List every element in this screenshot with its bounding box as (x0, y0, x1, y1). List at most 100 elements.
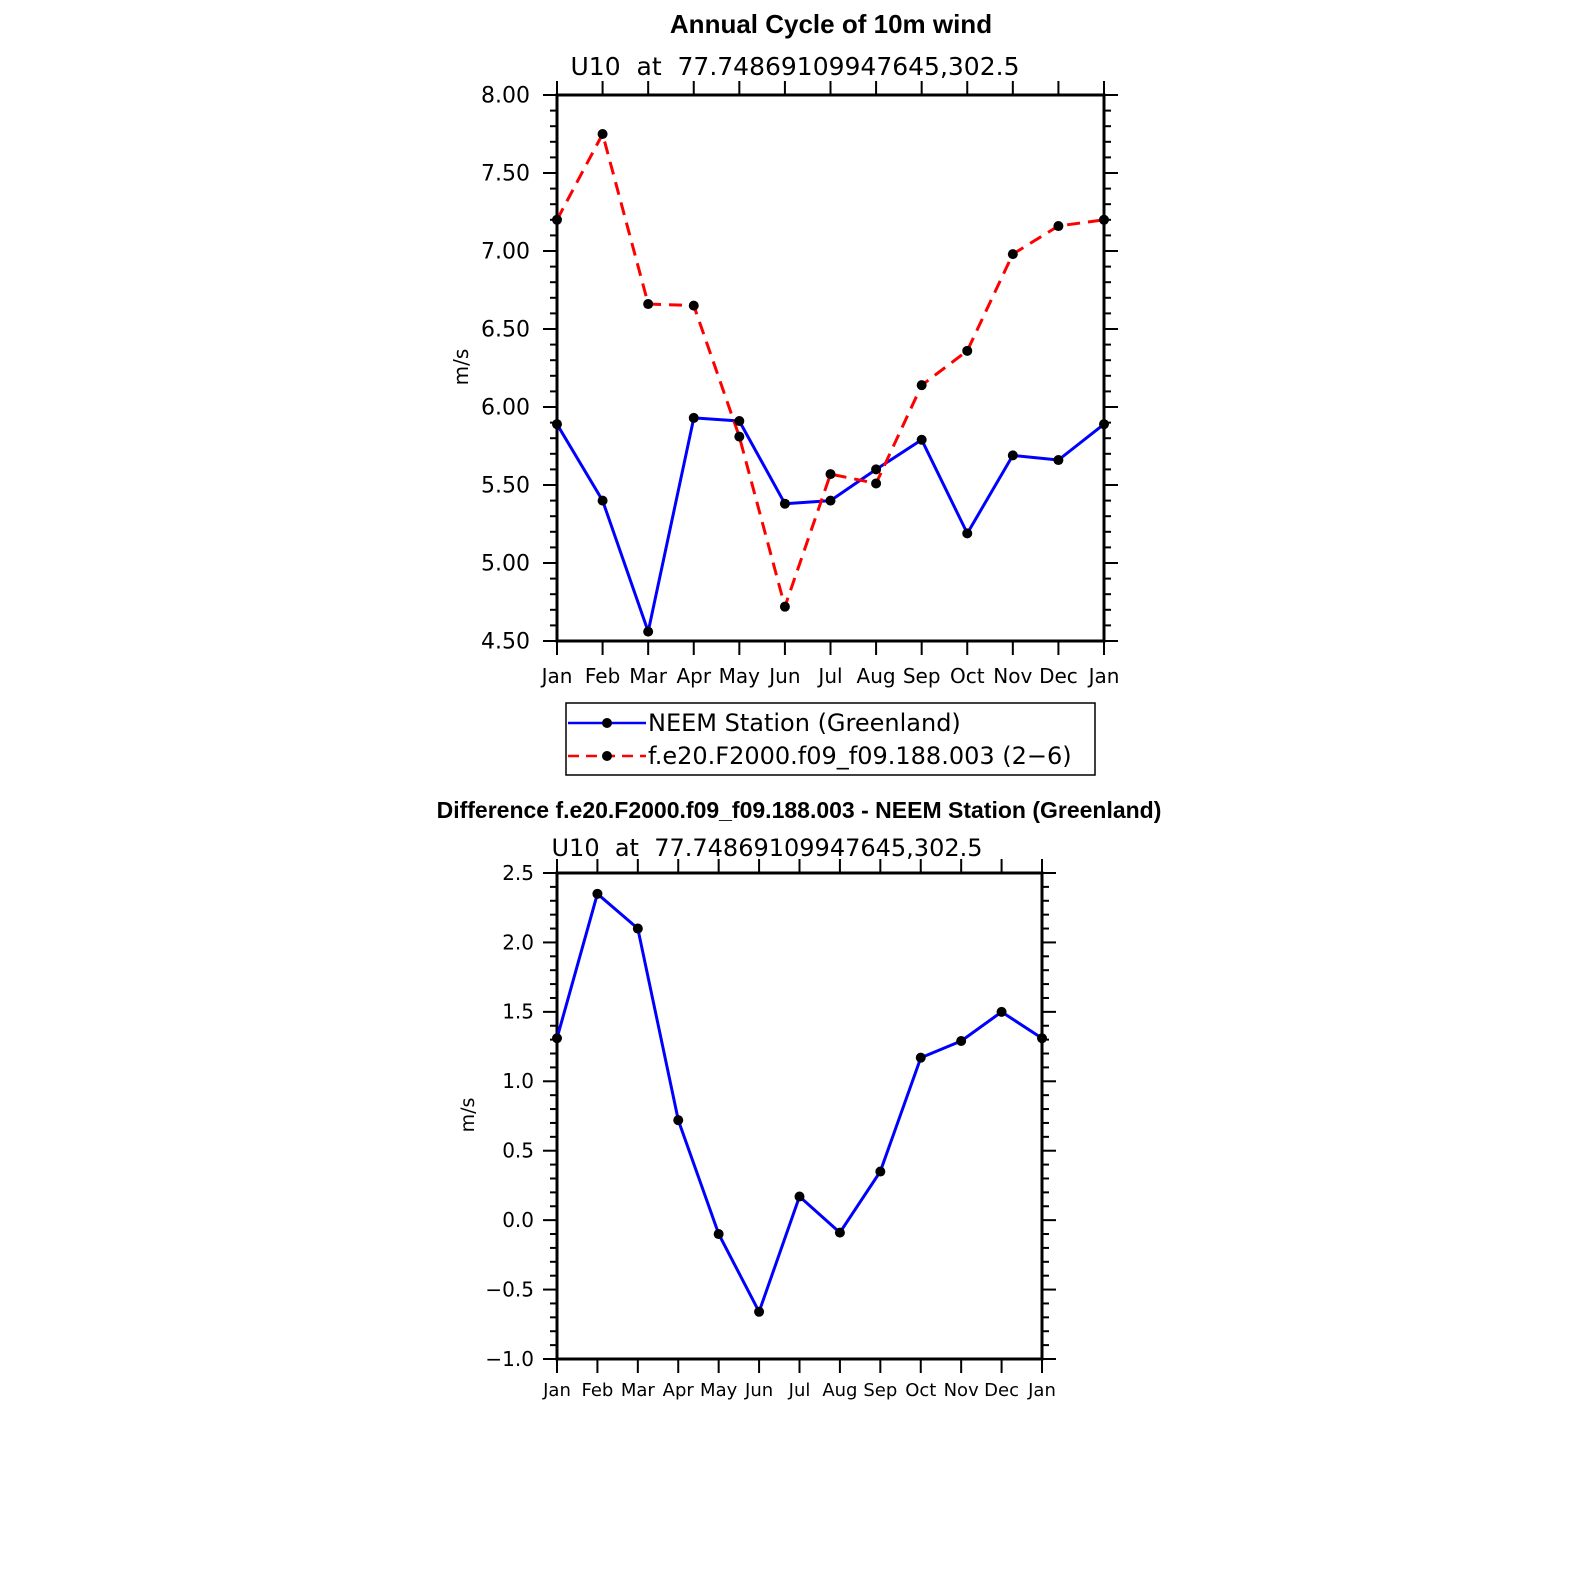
y-axis-label: m/s (457, 1098, 479, 1133)
y-axis-label: m/s (449, 349, 473, 386)
data-point (632, 923, 643, 934)
y-tick-label: 1.0 (502, 1069, 534, 1093)
data-point (1053, 221, 1064, 232)
marker-group (552, 888, 1047, 1317)
series-group (555, 132, 1105, 634)
y-tick-labels: 4.50 5.00 5.50 6.00 6.50 7.00 7.50 8.00 (481, 84, 530, 655)
x-tick-labels: Jan Feb Mar Apr May Jun Jul Aug Sep Oct Nov Dec Jan (542, 1380, 1056, 1401)
x-tick-label: Dec (984, 1380, 1019, 1401)
y-tick-label: 6.50 (481, 318, 530, 343)
data-point (754, 1306, 765, 1317)
series-line (555, 416, 1105, 634)
x-tick-label: May (700, 1380, 738, 1401)
x-tick-label: Feb (581, 1380, 613, 1401)
data-point (794, 1191, 805, 1202)
data-point (916, 434, 927, 445)
x-tick-label: Apr (663, 1380, 695, 1401)
legend-label-model: f.e20.F2000.f09_f09.188.003 (2−6) (648, 742, 1072, 770)
x-tick-label: Sep (863, 1380, 897, 1401)
series-line (555, 132, 1105, 609)
data-point (875, 1166, 886, 1177)
data-point (592, 888, 603, 899)
legend-marker-neem (602, 718, 612, 728)
data-point (597, 129, 608, 139)
data-point (713, 1229, 724, 1240)
data-point (962, 345, 973, 356)
x-tick-label: Feb (585, 664, 620, 688)
x-tick-label: Jun (744, 1380, 773, 1401)
plot-frame (555, 93, 1106, 643)
data-point (1007, 249, 1018, 260)
chart-subtitle: U10 at 77.74869109947645,302.5 (551, 834, 982, 862)
data-point (688, 300, 699, 311)
chart-subtitle: U10 at 77.74869109947645,302.5 (571, 52, 1020, 81)
y-tick-labels: −1.0 −0.5 0.0 0.5 1.0 1.5 2.0 2.5 (485, 861, 534, 1371)
data-point (673, 1115, 684, 1126)
x-tick-label: Nov (993, 664, 1032, 688)
data-point (779, 601, 790, 612)
annual-cycle-chart: Annual Cycle of 10m wind U10 at 77.74869… (449, 9, 1119, 688)
x-tick-label: Nov (944, 1380, 979, 1401)
x-tick-label: Jul (788, 1380, 811, 1401)
y-tick-label: 5.50 (481, 474, 530, 499)
x-tick-label: Oct (950, 664, 985, 688)
series-line (555, 892, 1043, 1314)
marker-group (552, 129, 1109, 637)
data-point (1053, 455, 1064, 466)
x-tick-label: Aug (857, 664, 896, 688)
x-tick-label: Apr (676, 664, 711, 688)
data-point (1099, 419, 1109, 430)
x-tick-label: Jun (767, 664, 800, 688)
data-point (779, 498, 790, 509)
data-point (825, 469, 836, 480)
data-point (688, 412, 699, 423)
chart-title: Annual Cycle of 10m wind (670, 9, 992, 39)
x-tick-label: Jul (816, 664, 842, 688)
chart-title: Difference f.e20.F2000.f09_f09.188.003 -… (437, 797, 1162, 823)
x-tick-label: Jan (540, 664, 573, 688)
series-group (555, 892, 1043, 1314)
data-point (734, 431, 745, 442)
x-tick-label: Aug (822, 1380, 857, 1401)
x-tick-label: Dec (1039, 664, 1078, 688)
data-point (916, 380, 927, 391)
data-point (734, 416, 745, 427)
y-tick-label: 5.00 (481, 552, 530, 577)
y-tick-label: −0.5 (485, 1277, 534, 1301)
data-point (643, 626, 654, 637)
tick-marks (543, 859, 1056, 1373)
legend-marker-model (602, 751, 612, 761)
y-tick-label: 2.0 (502, 930, 534, 954)
y-tick-label: 8.00 (481, 84, 530, 109)
tick-marks (543, 81, 1118, 655)
x-tick-label: Mar (621, 1380, 656, 1401)
x-tick-label: Sep (903, 664, 941, 688)
data-point (1037, 1033, 1047, 1044)
data-point (825, 495, 836, 506)
x-tick-labels: Jan Feb Mar Apr May Jun Jul Aug Sep Oct Nov Dec Jan (540, 664, 1120, 688)
y-tick-label: −1.0 (485, 1347, 534, 1371)
legend-label-neem: NEEM Station (Greenland) (648, 709, 961, 737)
y-tick-label: 7.50 (481, 162, 530, 187)
data-point (552, 419, 562, 430)
plot-frame (555, 871, 1044, 1361)
data-point (996, 1006, 1007, 1017)
data-point (871, 478, 882, 489)
y-tick-label: 2.5 (502, 861, 534, 885)
legend: NEEM Station (Greenland) f.e20.F2000.f09… (565, 702, 1096, 776)
data-point (956, 1036, 967, 1047)
data-point (962, 528, 973, 539)
y-tick-label: 0.0 (502, 1208, 534, 1232)
data-point (643, 299, 654, 310)
data-point (597, 495, 608, 506)
x-tick-label: Jan (542, 1380, 571, 1401)
legend-box (565, 702, 1096, 776)
x-tick-label: Jan (1027, 1380, 1056, 1401)
difference-chart: Difference f.e20.F2000.f09_f09.188.003 -… (437, 797, 1162, 1401)
data-point (915, 1052, 926, 1063)
y-tick-label: 7.00 (481, 240, 530, 265)
data-point (1099, 214, 1109, 225)
data-point (552, 1033, 562, 1044)
y-tick-label: 4.50 (481, 630, 530, 655)
